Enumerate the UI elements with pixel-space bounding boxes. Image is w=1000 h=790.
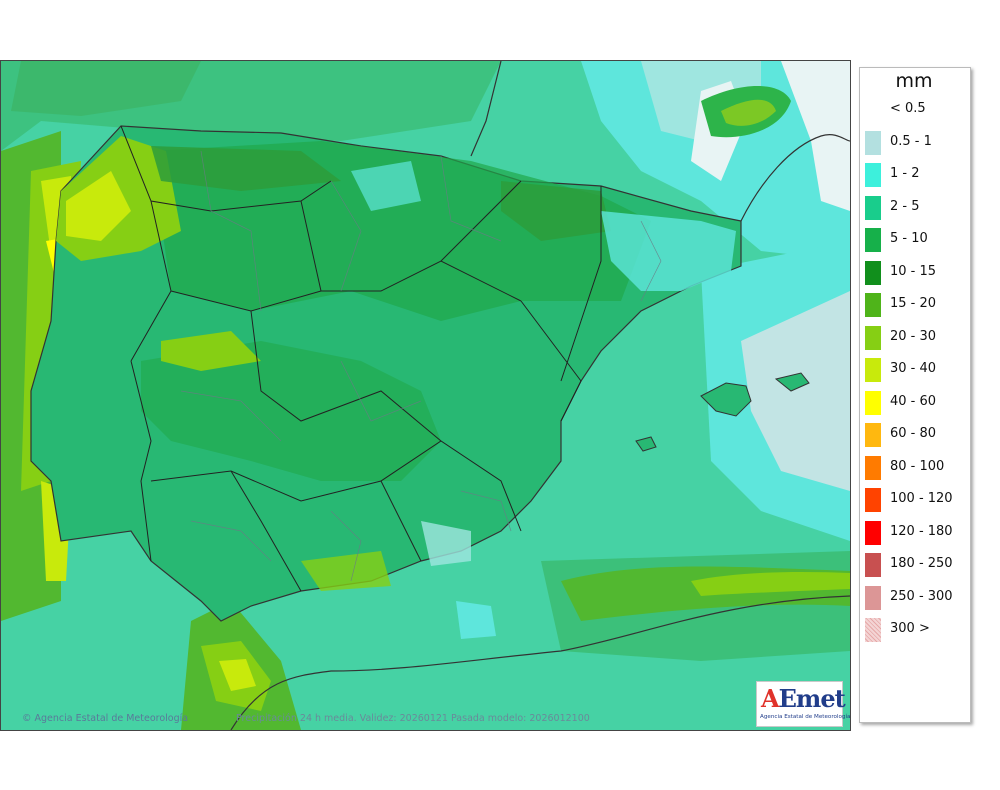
map-caption: Precipitación 24 h media. Validez: 20260… bbox=[236, 713, 590, 724]
legend-label: 10 - 15 bbox=[890, 263, 937, 279]
legend-swatch bbox=[865, 358, 881, 382]
legend-item: 2 - 5 bbox=[864, 194, 968, 220]
legend-swatch bbox=[865, 98, 881, 122]
legend-label: 250 - 300 bbox=[890, 588, 953, 604]
legend-label: 60 - 80 bbox=[890, 426, 937, 441]
legend-item: 15 - 20 bbox=[864, 291, 968, 317]
precipitation-map[interactable] bbox=[0, 60, 851, 731]
legend-item: 30 - 40 bbox=[864, 356, 968, 382]
legend-label: 100 - 120 bbox=[890, 491, 953, 506]
legend-item: 20 - 30 bbox=[864, 324, 968, 350]
agency-credit: © Agencia Estatal de Meteorología bbox=[22, 713, 189, 724]
legend-swatch bbox=[865, 260, 881, 285]
legend-label: 300 > bbox=[890, 621, 930, 636]
legend-item: 5 - 10 bbox=[864, 226, 968, 252]
legend-label: 80 - 100 bbox=[890, 458, 945, 474]
legend-label: 180 - 250 bbox=[890, 556, 953, 571]
legend-label: 0.5 - 1 bbox=[890, 133, 932, 149]
legend-label: 20 - 30 bbox=[890, 328, 937, 344]
legend-swatch bbox=[865, 390, 881, 415]
legend-item: 300 > bbox=[864, 616, 968, 642]
legend-swatch bbox=[865, 293, 881, 317]
legend-item: 180 - 250 bbox=[864, 551, 968, 577]
legend-item: 120 - 180 bbox=[864, 519, 968, 545]
legend-label: 5 - 10 bbox=[890, 231, 928, 246]
legend-item: 250 - 300 bbox=[864, 584, 968, 610]
legend-item: 80 - 100 bbox=[864, 454, 968, 480]
legend-swatch bbox=[865, 423, 881, 447]
legend-item: 10 - 15 bbox=[864, 259, 968, 285]
legend-swatch bbox=[865, 195, 881, 220]
legend-label: 30 - 40 bbox=[890, 361, 937, 376]
legend-swatch bbox=[865, 488, 881, 512]
legend-swatch bbox=[865, 618, 881, 642]
legend-label: 1 - 2 bbox=[890, 166, 920, 181]
aemet-logo-subtitle: Agencia Estatal de Meteorología bbox=[760, 714, 851, 720]
legend-label: 15 - 20 bbox=[890, 296, 937, 311]
legend-swatch bbox=[865, 520, 881, 545]
legend-item: 0.5 - 1 bbox=[864, 129, 968, 155]
precipitation-legend: mm < 0.5 0.5 - 1 1 - 2 2 - 5 5 - 10 10 - 15 15… bbox=[859, 67, 971, 723]
legend-swatch bbox=[865, 585, 881, 610]
legend-label: 40 - 60 bbox=[890, 393, 937, 409]
legend-item: 100 - 120 bbox=[864, 486, 968, 512]
legend-unit: mm bbox=[895, 70, 933, 92]
legend-item: < 0.5 bbox=[864, 96, 968, 122]
legend-swatch bbox=[865, 130, 881, 155]
copyright-icon: © bbox=[22, 713, 32, 724]
aemet-logo-wordmark: AEmet bbox=[761, 684, 846, 713]
legend-swatch bbox=[865, 163, 881, 187]
legend-item: 1 - 2 bbox=[864, 161, 968, 187]
legend-label: 120 - 180 bbox=[890, 523, 953, 539]
legend-item: 40 - 60 bbox=[864, 389, 968, 415]
aemet-logo: AEmet Agencia Estatal de Meteorología bbox=[756, 681, 850, 727]
legend-item: 60 - 80 bbox=[864, 421, 968, 447]
legend-swatch bbox=[865, 455, 881, 480]
legend-swatch bbox=[865, 228, 881, 252]
legend-swatch bbox=[865, 325, 881, 350]
legend-label: < 0.5 bbox=[890, 101, 926, 116]
legend-swatch bbox=[865, 553, 881, 577]
legend-label: 2 - 5 bbox=[890, 198, 920, 214]
